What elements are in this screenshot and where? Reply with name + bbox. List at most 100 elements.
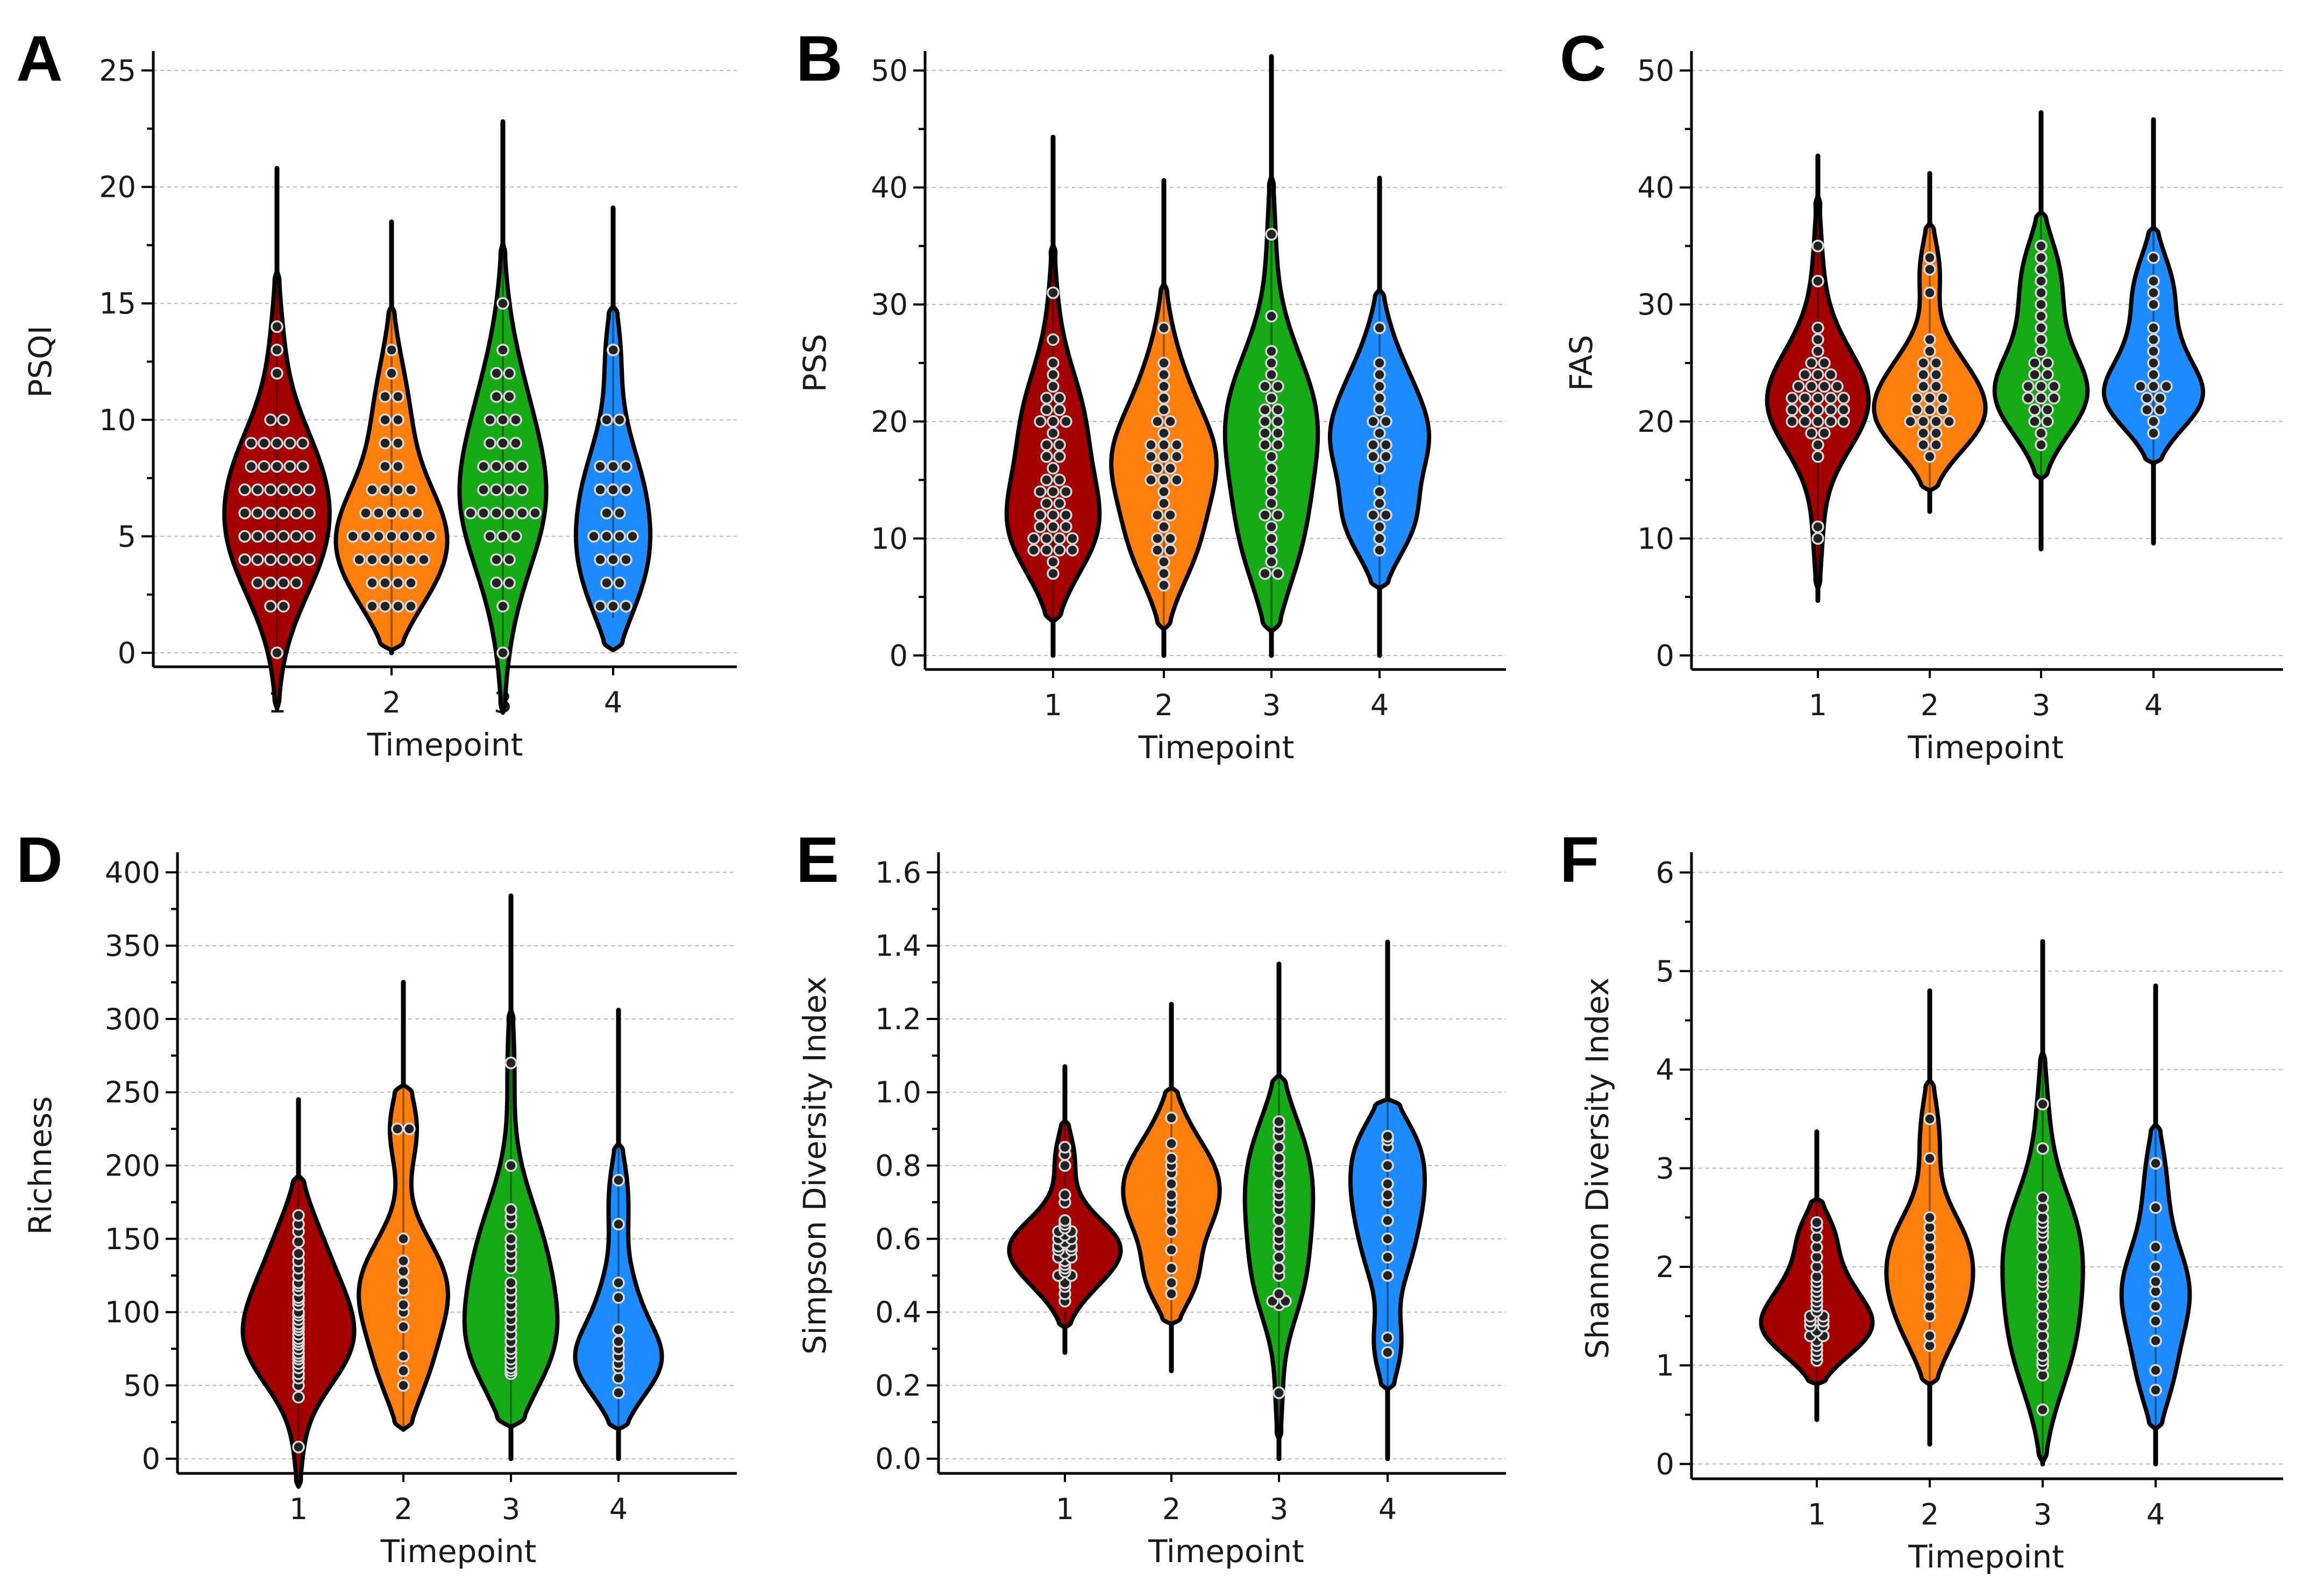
data-point [2147, 274, 2160, 288]
data-point [490, 460, 503, 473]
data-point [1157, 555, 1170, 568]
data-point [1060, 485, 1072, 498]
data-point [264, 414, 277, 426]
data-point [2022, 380, 2035, 393]
data-point [1799, 368, 1811, 381]
x-tick-label: 2 [1921, 1498, 1939, 1531]
data-point [2149, 1201, 2162, 1214]
data-point [1047, 380, 1060, 393]
data-point [1271, 415, 1284, 428]
y-tick-label: 0 [118, 636, 136, 670]
panel-d: D 0 50 100 150 200 250 300 350 400 Richness 1 2 3 4 Tim… [16, 824, 737, 1570]
data-point [1799, 403, 1811, 416]
data-point [1053, 438, 1066, 452]
data-point [1271, 403, 1284, 416]
violin-group-3 [1222, 54, 1320, 658]
data-point [1811, 415, 1824, 428]
data-point [1381, 1188, 1394, 1201]
data-point [1265, 485, 1278, 498]
data-point [1811, 403, 1824, 416]
data-point [477, 483, 490, 496]
data-point [1259, 426, 1271, 440]
data-point [379, 460, 392, 473]
violin-group-2 [1872, 171, 1988, 514]
data-point [1157, 357, 1170, 369]
data-point [1265, 310, 1278, 323]
violin-group-1 [1765, 153, 1871, 603]
violin-group-3 [2000, 939, 2085, 1466]
violin-group-4 [573, 1008, 664, 1462]
violin-group-3 [1242, 961, 1316, 1462]
violin-body [222, 268, 332, 711]
data-point [398, 530, 411, 543]
data-point [2035, 345, 2048, 358]
data-point [366, 483, 379, 496]
data-point [238, 530, 251, 543]
data-point [496, 414, 509, 426]
data-point [392, 553, 404, 566]
x-tick-label: 3 [1262, 688, 1281, 722]
data-point [1157, 485, 1170, 498]
data-point [277, 507, 290, 519]
data-point [1923, 333, 1936, 346]
data-point [1047, 520, 1060, 533]
data-point [385, 344, 398, 357]
data-point [397, 1254, 410, 1267]
data-point [277, 414, 290, 426]
data-point [1157, 368, 1170, 381]
data-point [404, 600, 417, 613]
data-point [2035, 426, 2048, 440]
data-point [1034, 509, 1047, 522]
data-point [1923, 1113, 1936, 1125]
data-point [1165, 1112, 1178, 1124]
x-tick-label: 4 [1378, 1492, 1397, 1526]
data-point [490, 367, 503, 380]
y-axis-title: PSQI [22, 325, 59, 398]
data-point [2035, 274, 2048, 288]
data-point [1367, 509, 1380, 522]
y-tick-label: 400 [105, 856, 160, 889]
data-point [504, 1159, 517, 1172]
violin-group-2 [357, 980, 450, 1432]
data-point [600, 507, 613, 519]
data-point [2048, 391, 2060, 405]
y-tick-label: 4 [1656, 1053, 1674, 1087]
data-point [397, 1265, 410, 1278]
y-tick-label: 1.0 [875, 1075, 921, 1109]
data-point [1923, 251, 1936, 264]
data-point [2036, 1142, 2049, 1155]
data-point [292, 1235, 305, 1249]
data-point [1805, 357, 1818, 369]
data-point [504, 1276, 517, 1289]
data-point [1053, 403, 1066, 416]
data-point [1367, 438, 1380, 452]
data-point [1930, 380, 1943, 393]
data-point [2149, 1384, 2162, 1396]
data-point [397, 1276, 410, 1289]
data-point [1259, 509, 1271, 522]
data-point [2153, 403, 2166, 416]
data-point [1811, 450, 1824, 463]
data-point [1923, 1211, 1936, 1224]
data-point [1053, 473, 1066, 487]
y-tick-label: 1 [1656, 1349, 1674, 1383]
data-point [1157, 473, 1170, 487]
data-point [1145, 450, 1157, 463]
data-point [1381, 1159, 1394, 1172]
panel-letter: A [16, 23, 63, 95]
data-point [392, 460, 404, 473]
violin-group-1 [1759, 1129, 1875, 1422]
data-point [1259, 403, 1271, 416]
data-point [1380, 438, 1392, 452]
data-point [509, 530, 522, 543]
data-point [1373, 321, 1386, 334]
data-point [1157, 450, 1170, 463]
data-point [2147, 368, 2160, 381]
data-point [620, 460, 632, 473]
data-point [271, 344, 283, 357]
data-point [1157, 380, 1170, 393]
data-point [2035, 239, 2048, 253]
x-tick-label: 4 [604, 686, 622, 719]
data-point [1910, 403, 1923, 416]
data-point [1027, 544, 1040, 557]
